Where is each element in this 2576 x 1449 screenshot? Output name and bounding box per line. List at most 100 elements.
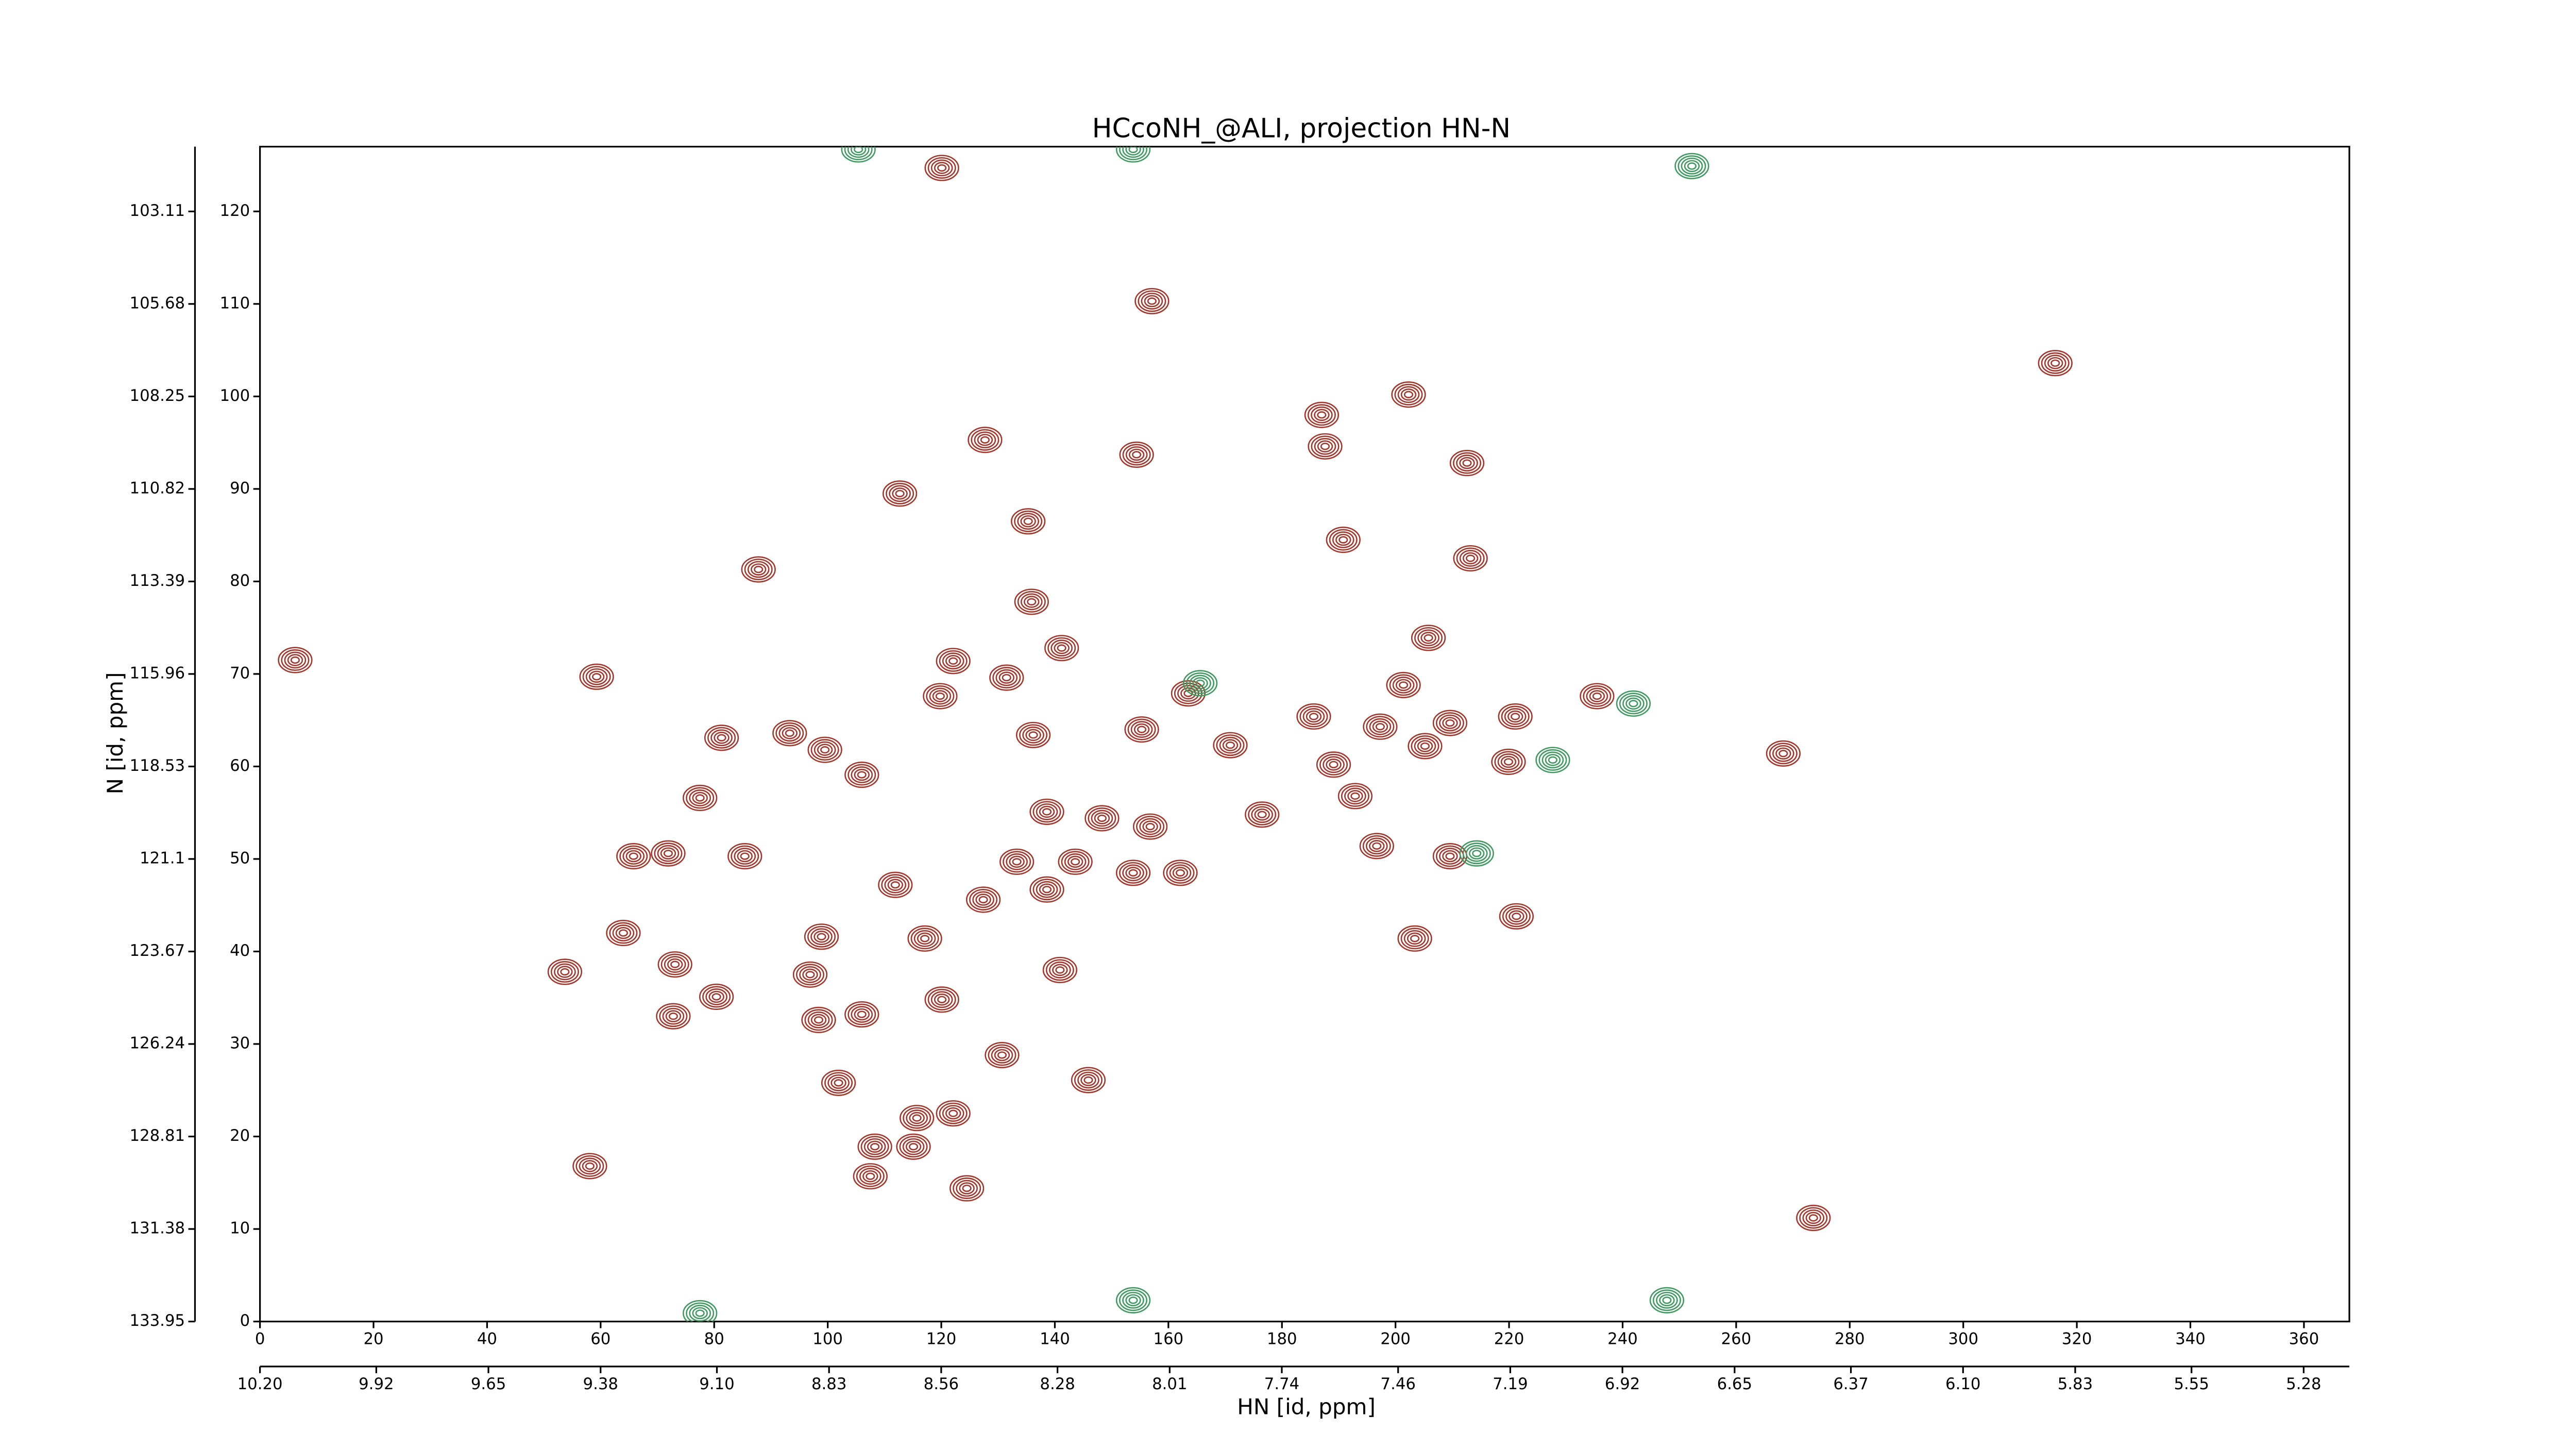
- peak-contour: [1055, 966, 1065, 974]
- peak-contour: [1014, 510, 1043, 532]
- peak-contour: [1314, 409, 1330, 421]
- peak-contour: [1132, 451, 1142, 459]
- peak-contour: [857, 1133, 892, 1160]
- peak-contour: [741, 556, 776, 583]
- peak-contour: [1497, 753, 1520, 770]
- peak-contour: [810, 739, 839, 761]
- peak-contour: [1652, 1289, 1681, 1311]
- peak-contour: [750, 563, 767, 576]
- peak-contour: [1141, 293, 1163, 310]
- peak-contour: [616, 843, 651, 870]
- peak-contour: [1414, 627, 1443, 649]
- peak-contour: [284, 651, 307, 669]
- peak-contour: [974, 431, 996, 449]
- peak-contour: [1061, 851, 1090, 873]
- peak-contour: [900, 1105, 935, 1132]
- peak-contour: [844, 762, 879, 788]
- peak-contour: [887, 879, 903, 891]
- peak-contour: [1350, 792, 1360, 800]
- peak-contour: [860, 1136, 889, 1158]
- peak-contour: [1219, 736, 1242, 754]
- peak-contour: [824, 1072, 853, 1094]
- peak-contour: [924, 986, 959, 1013]
- peak-contour: [1023, 517, 1033, 525]
- peak-contour: [1027, 598, 1037, 605]
- peak-contour: [867, 1140, 883, 1153]
- y2-tick-label: 133.95: [130, 1311, 185, 1330]
- peak-contour: [1512, 913, 1521, 920]
- y2-tick-label: 131.38: [130, 1219, 185, 1238]
- x2-tick-label: 6.10: [1945, 1375, 1980, 1393]
- peak-contour: [585, 668, 608, 685]
- peak-contour: [1225, 742, 1235, 749]
- peak-contour: [619, 845, 648, 867]
- peak-contour: [945, 655, 961, 667]
- y2-tick-label: 128.81: [130, 1126, 185, 1145]
- peak-contour: [1805, 1211, 1821, 1224]
- peak-contour: [1186, 672, 1215, 694]
- peak-contour: [572, 1153, 607, 1180]
- peak-contour: [851, 766, 873, 783]
- peak-contour: [1003, 851, 1031, 873]
- peak-contour: [1169, 864, 1192, 882]
- peak-contour: [844, 146, 873, 160]
- peak-contour: [708, 990, 724, 1003]
- peak-contour: [606, 920, 641, 947]
- y2-tick-label: 115.96: [130, 664, 185, 682]
- peak-contour: [281, 649, 310, 671]
- y-tick-label: 0: [240, 1311, 250, 1330]
- peak-contour: [792, 961, 828, 988]
- x-tick-label: 140: [1040, 1330, 1070, 1349]
- peak-contour: [930, 991, 953, 1008]
- plot-frame: [259, 145, 2350, 1323]
- y2-tick-label: 126.24: [130, 1034, 185, 1053]
- peak-contour: [907, 925, 942, 952]
- x2-tick-label: 7.46: [1381, 1375, 1416, 1393]
- peak-contour: [2041, 352, 2070, 374]
- peak-contour: [1337, 783, 1373, 810]
- peak-contour: [1074, 1069, 1103, 1091]
- peak-contour: [702, 986, 731, 1008]
- peak-contour: [1192, 677, 1208, 689]
- peak-contour: [1796, 1204, 1831, 1232]
- peak-contour: [991, 1047, 1013, 1064]
- peak-contour: [744, 559, 773, 580]
- peak-contour: [1257, 811, 1267, 818]
- peak-contour: [821, 1069, 856, 1096]
- peak-contour: [1548, 756, 1557, 764]
- peak-contour: [582, 1160, 598, 1172]
- peak-contour: [1058, 848, 1093, 875]
- peak-contour: [1386, 671, 1421, 698]
- x2-tick-label: 10.20: [238, 1375, 283, 1393]
- peak-contour: [965, 886, 1001, 913]
- peak-contour: [881, 874, 910, 896]
- peak-contour: [1311, 406, 1333, 424]
- peak-contour: [859, 1168, 882, 1185]
- peak-contour: [1372, 720, 1388, 733]
- peak-contour: [1044, 635, 1079, 662]
- x2-tick-label: 8.56: [924, 1375, 959, 1393]
- peak-contour: [747, 561, 770, 578]
- y-axis-label: N [id, ppm]: [103, 672, 128, 794]
- peak-contour: [689, 789, 711, 806]
- peak-contour: [930, 159, 953, 177]
- peak-contour: [618, 929, 628, 937]
- peak-contour: [683, 784, 718, 812]
- peak-contour: [727, 843, 762, 870]
- peak-contour: [853, 1163, 888, 1190]
- peak-contour: [903, 1107, 931, 1129]
- y-tick-label: 10: [230, 1219, 250, 1238]
- peak-contour: [615, 926, 632, 939]
- peak-contour: [1369, 840, 1385, 852]
- peak-contour: [714, 732, 730, 744]
- peak-contour: [588, 670, 605, 683]
- peak-contour: [1042, 956, 1077, 983]
- peak-contour: [704, 724, 739, 751]
- peak-contour: [807, 736, 842, 763]
- x2-tick-label: 7.19: [1493, 1375, 1528, 1393]
- peak-contour: [1017, 591, 1046, 613]
- peak-contour: [942, 652, 964, 670]
- peak-contour: [1459, 550, 1482, 567]
- peak-contour: [1175, 869, 1185, 877]
- peak-contour: [1014, 588, 1049, 615]
